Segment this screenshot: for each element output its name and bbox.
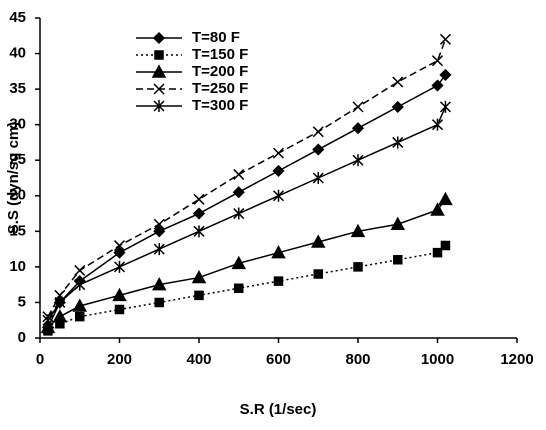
marker bbox=[439, 68, 452, 81]
marker bbox=[75, 311, 85, 322]
marker bbox=[350, 223, 366, 238]
y-tick-label: 20 bbox=[9, 187, 26, 204]
y-tick-label: 0 bbox=[18, 329, 26, 346]
marker bbox=[272, 164, 285, 177]
marker bbox=[193, 225, 205, 238]
marker bbox=[272, 189, 285, 202]
marker bbox=[390, 216, 406, 230]
marker bbox=[440, 240, 451, 251]
marker bbox=[312, 126, 324, 138]
marker bbox=[391, 100, 404, 113]
marker bbox=[312, 143, 325, 156]
marker bbox=[153, 83, 165, 95]
marker bbox=[431, 118, 444, 131]
marker bbox=[393, 255, 403, 265]
x-tick-label: 600 bbox=[266, 351, 291, 368]
marker bbox=[152, 31, 166, 45]
marker bbox=[113, 240, 126, 252]
marker bbox=[154, 50, 164, 60]
marker bbox=[42, 314, 54, 327]
x-tick-label: 1000 bbox=[421, 351, 454, 368]
marker bbox=[153, 218, 165, 230]
series-line bbox=[47, 198, 447, 328]
marker bbox=[192, 207, 206, 220]
y-tick-label: 10 bbox=[9, 258, 26, 275]
marker bbox=[193, 193, 205, 205]
marker bbox=[431, 79, 444, 92]
y-tick-label: 45 bbox=[9, 9, 26, 26]
y-tick-label: 35 bbox=[9, 80, 26, 97]
marker bbox=[54, 296, 66, 309]
marker bbox=[233, 168, 245, 180]
marker bbox=[153, 243, 165, 256]
y-tick-label: 25 bbox=[9, 151, 26, 168]
marker bbox=[312, 172, 324, 184]
legend-label: T=200 F bbox=[192, 63, 248, 80]
marker bbox=[153, 100, 165, 112]
marker bbox=[313, 269, 323, 279]
legend-label: T=80 F bbox=[192, 29, 240, 46]
marker bbox=[273, 276, 284, 286]
marker bbox=[430, 202, 445, 216]
marker bbox=[234, 283, 244, 293]
marker bbox=[153, 225, 166, 238]
y-axis-label: S.S (dyn/sq cm) bbox=[5, 122, 22, 235]
marker bbox=[272, 147, 285, 159]
marker bbox=[231, 255, 247, 270]
x-tick-label: 1200 bbox=[500, 351, 533, 368]
marker bbox=[113, 260, 126, 273]
marker bbox=[194, 290, 204, 301]
x-tick-label: 800 bbox=[345, 351, 370, 368]
marker bbox=[112, 287, 127, 302]
marker bbox=[151, 277, 167, 291]
marker bbox=[392, 136, 404, 149]
marker bbox=[431, 55, 444, 67]
marker bbox=[352, 154, 364, 167]
marker bbox=[154, 297, 164, 308]
legend-label: T=300 F bbox=[192, 97, 248, 114]
marker bbox=[232, 186, 245, 199]
legend-label: T=250 F bbox=[192, 80, 248, 97]
marker bbox=[439, 100, 451, 113]
y-tick-label: 5 bbox=[18, 293, 26, 310]
marker bbox=[432, 247, 443, 258]
marker bbox=[52, 309, 68, 323]
y-tick-label: 30 bbox=[9, 116, 26, 133]
x-tick-label: 0 bbox=[36, 351, 44, 368]
series-line bbox=[47, 106, 447, 321]
x-tick-label: 200 bbox=[107, 351, 132, 368]
marker bbox=[438, 191, 453, 206]
marker bbox=[151, 64, 167, 78]
marker bbox=[114, 304, 125, 315]
marker bbox=[353, 262, 363, 272]
series-line bbox=[47, 244, 446, 332]
marker bbox=[352, 101, 364, 113]
marker bbox=[113, 246, 126, 259]
marker bbox=[310, 234, 326, 248]
marker bbox=[233, 207, 245, 220]
marker bbox=[74, 264, 86, 276]
marker bbox=[40, 319, 56, 334]
y-tick-label: 15 bbox=[9, 222, 26, 239]
legend-label: T=150 F bbox=[192, 46, 248, 63]
x-tick-label: 400 bbox=[186, 351, 211, 368]
marker bbox=[439, 33, 451, 45]
marker bbox=[351, 122, 365, 135]
marker bbox=[72, 298, 88, 312]
x-axis-label: S.R (1/sec) bbox=[240, 401, 317, 418]
marker bbox=[271, 245, 286, 259]
marker bbox=[392, 76, 404, 88]
marker bbox=[191, 269, 207, 284]
y-tick-label: 40 bbox=[9, 45, 26, 62]
marker bbox=[74, 278, 86, 291]
